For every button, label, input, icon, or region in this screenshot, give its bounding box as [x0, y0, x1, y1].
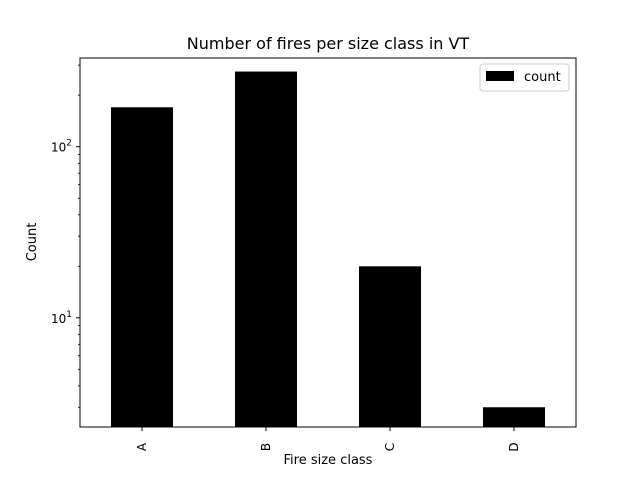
legend-box: [479, 63, 570, 92]
x-tick-label-D: D: [507, 442, 521, 451]
x-axis-label: Fire size class: [284, 453, 373, 468]
legend: count: [479, 63, 570, 92]
y-axis-ticks: 101 102: [51, 64, 80, 408]
bar-C: [359, 266, 421, 427]
x-axis-ticks: A B C D: [135, 427, 521, 452]
plot-frame: [79, 57, 577, 428]
y-tick-label: 102: [51, 139, 72, 155]
x-tick-label-A: A: [135, 442, 149, 451]
legend-swatch-count: [486, 71, 514, 81]
y-axis-label: Count: [25, 223, 40, 262]
bar-A: [111, 107, 173, 428]
x-tick-label-C: C: [383, 443, 397, 451]
legend-label-count: count: [524, 70, 561, 85]
bar-D: [483, 407, 545, 427]
y-tick-label: 101: [51, 310, 72, 326]
bar-B: [235, 71, 297, 428]
chart-title: Number of fires per size class in VT: [187, 34, 470, 53]
x-tick-label-B: B: [259, 443, 273, 451]
bars-group: [111, 71, 545, 428]
